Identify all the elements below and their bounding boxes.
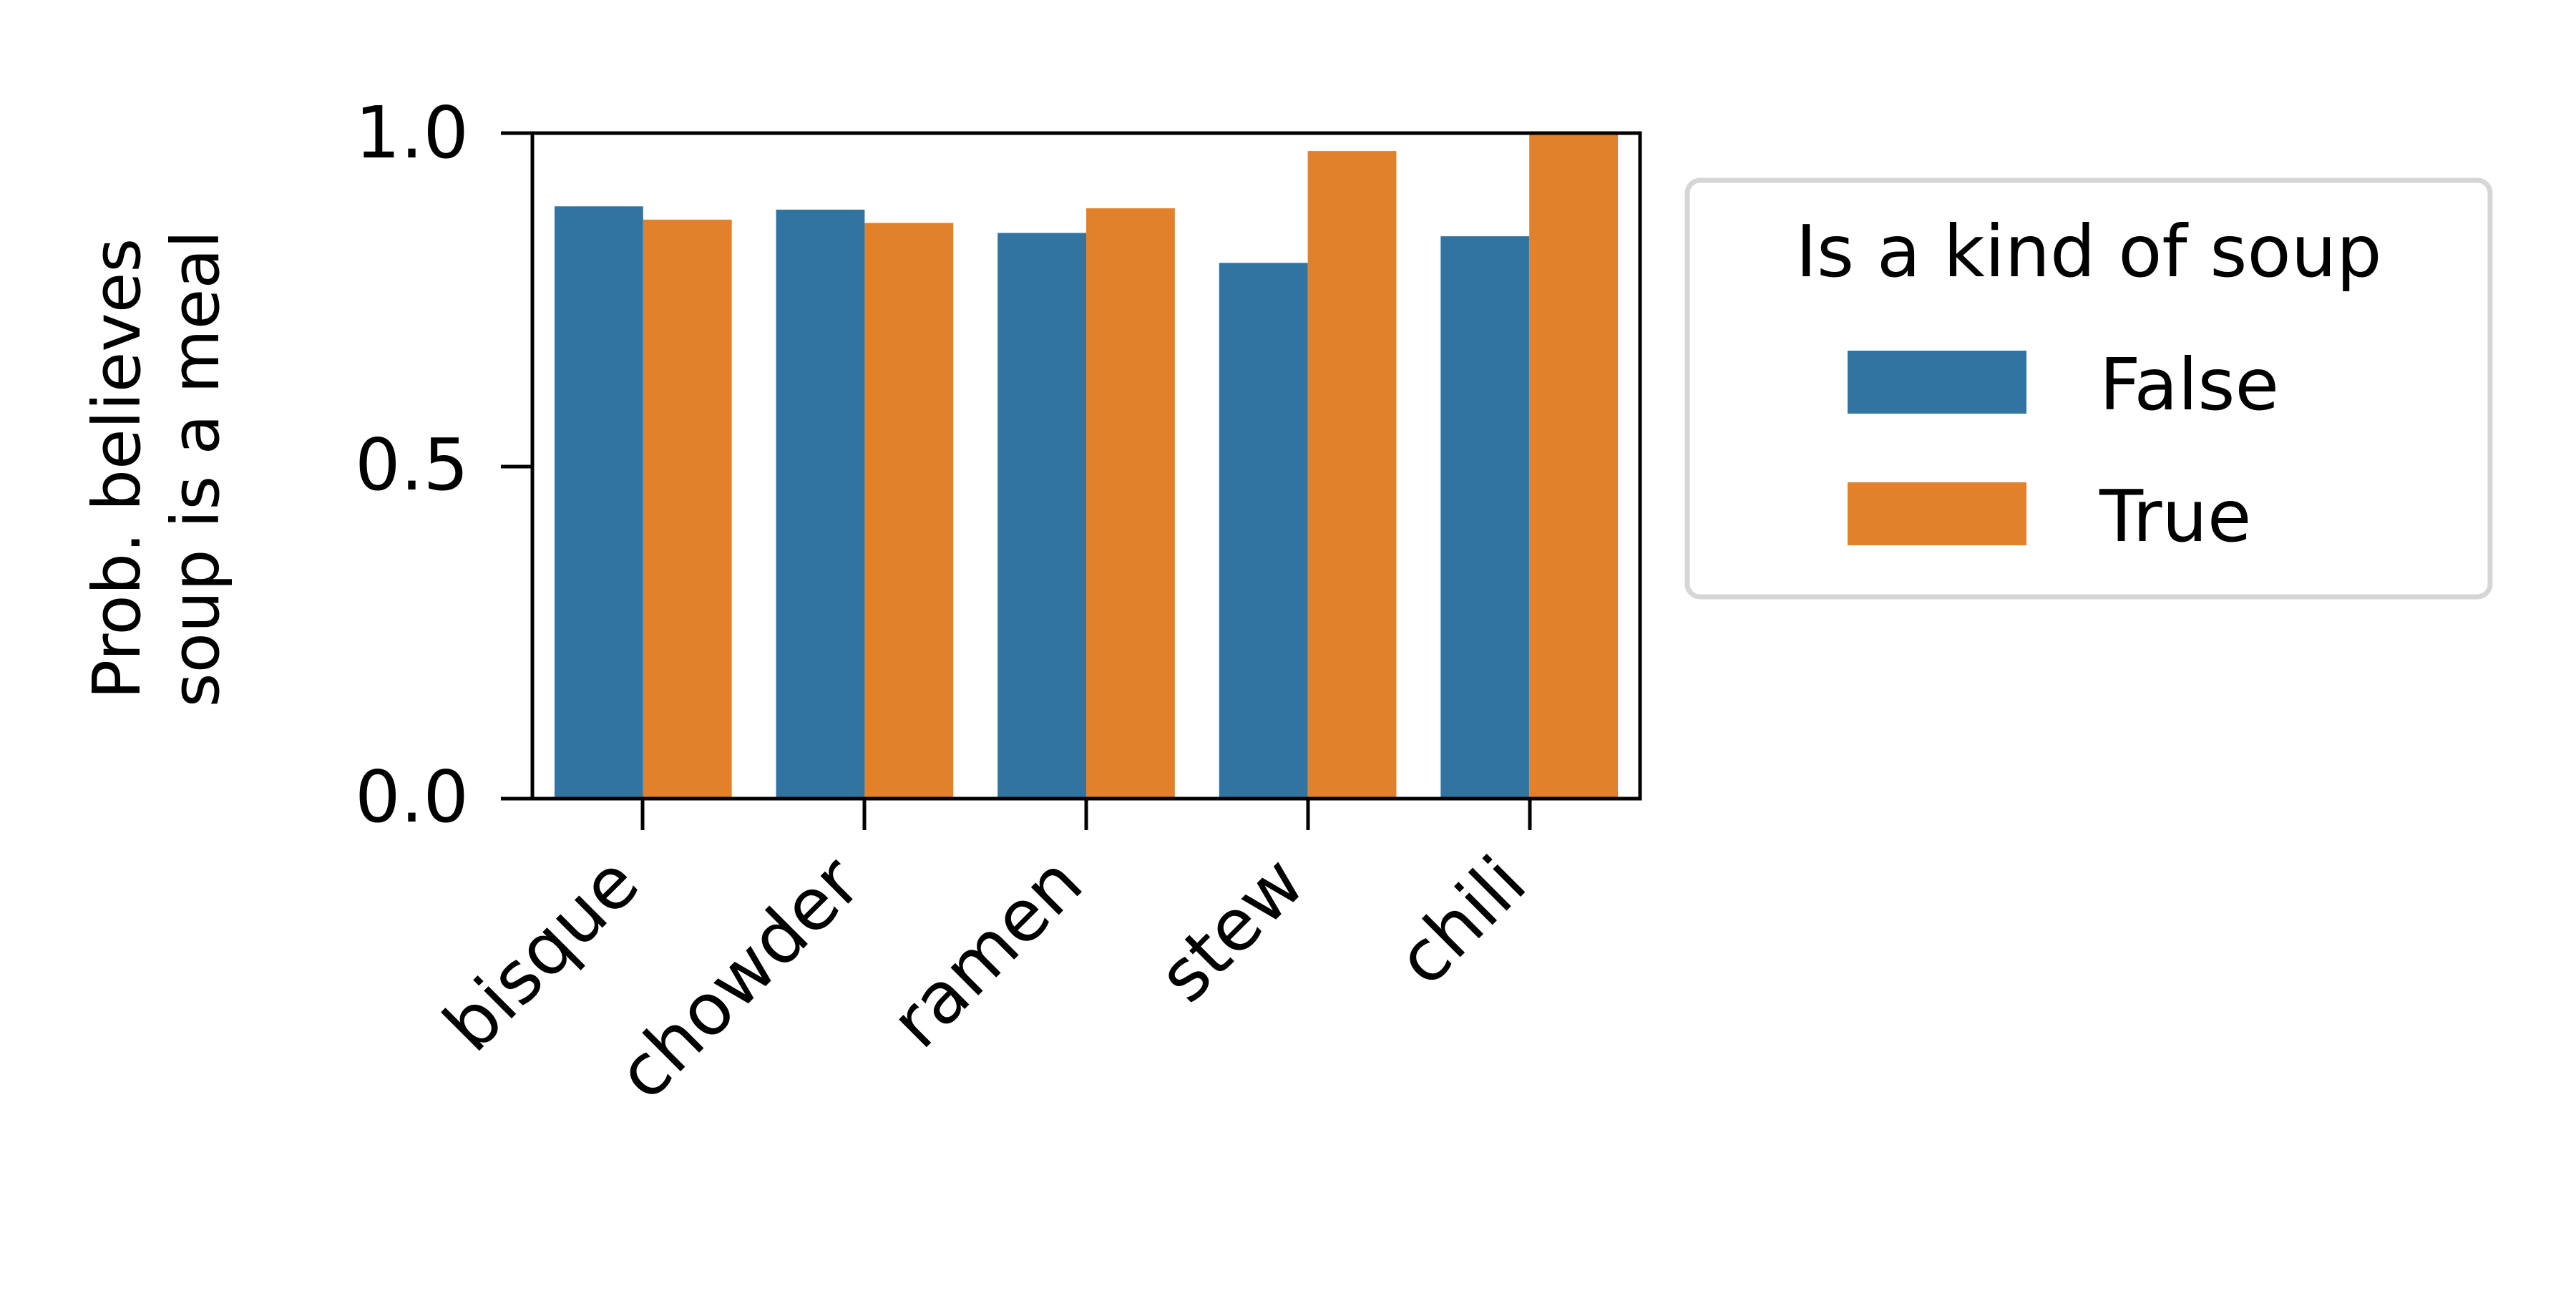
legend-title: Is a kind of soup — [1795, 210, 2381, 293]
bar-chili-true — [1529, 133, 1619, 799]
y-axis-title-line-2: soup is a meal — [157, 230, 234, 708]
x-tick-label-chili: chili — [1381, 840, 1542, 1001]
bar-stew-false — [1219, 263, 1308, 799]
legend-swatch-false — [1848, 351, 2026, 414]
y-tick-label-0: 0.0 — [355, 755, 469, 839]
bar-ramen-false — [997, 233, 1086, 799]
x-tick-label-bisque: bisque — [428, 840, 655, 1067]
legend-label-true: True — [2099, 474, 2251, 558]
y-tick-label-2: 1.0 — [355, 91, 469, 175]
y-axis-title: Prob. believes soup is a meal — [79, 230, 234, 708]
legend-label-false: False — [2099, 343, 2279, 427]
x-tick-label-chowder: chowder — [601, 840, 877, 1116]
bar-stew-true — [1307, 151, 1397, 799]
x-tick-label-stew: stew — [1142, 840, 1320, 1018]
bar-chowder-true — [864, 223, 954, 799]
x-tick-label-ramen: ramen — [875, 840, 1098, 1063]
plot-frame — [530, 131, 1642, 801]
legend-swatch-true — [1848, 482, 2026, 545]
bar-bisque-false — [554, 206, 643, 799]
bar-ramen-true — [1086, 208, 1175, 799]
legend: Is a kind of soup False True — [1684, 177, 2493, 600]
bar-chili-false — [1440, 236, 1530, 799]
bar-chowder-false — [776, 209, 865, 799]
bar-bisque-true — [643, 219, 732, 799]
y-axis-title-line-1: Prob. believes — [79, 238, 155, 700]
bars-layer — [554, 133, 1619, 799]
y-tick-label-1: 0.5 — [355, 423, 469, 507]
